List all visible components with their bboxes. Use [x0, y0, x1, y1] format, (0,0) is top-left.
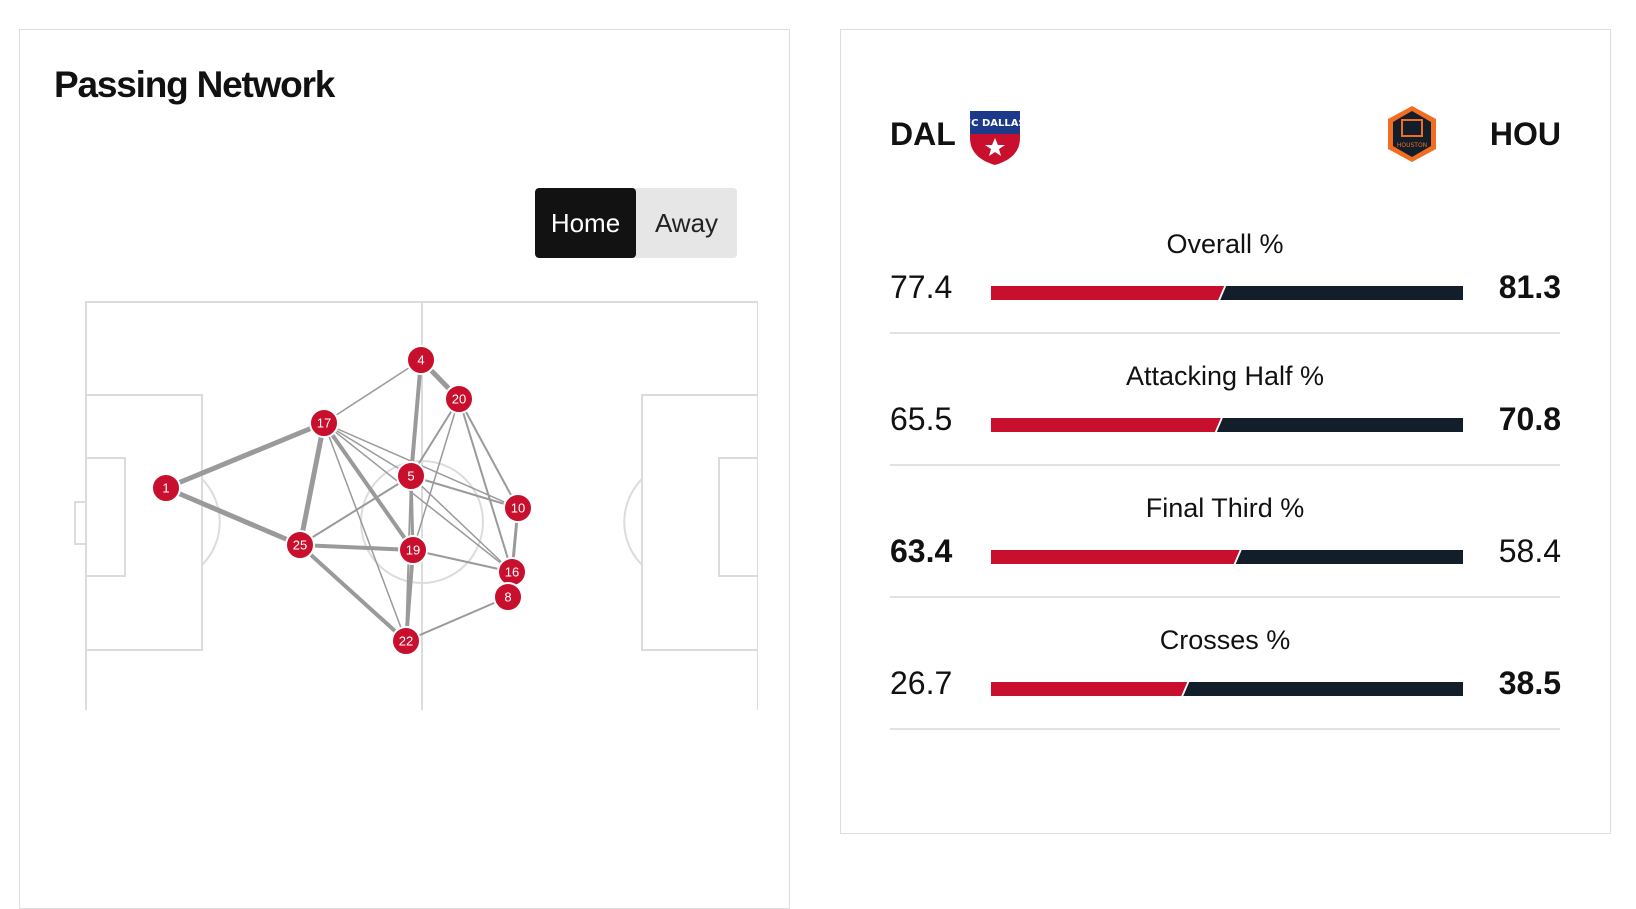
left-six-yard-box [85, 457, 126, 577]
player-number: 4 [417, 353, 424, 368]
home-stat-value: 65.5 [890, 401, 953, 437]
stat-divider [890, 332, 1560, 334]
home-stat-value: 26.7 [890, 665, 953, 701]
player-node-20[interactable]: 20 [444, 384, 474, 414]
player-node-16[interactable]: 16 [497, 557, 527, 587]
pass-edge-1-25 [165, 485, 301, 548]
pass-edge-25-22 [298, 543, 408, 643]
player-node-4[interactable]: 4 [406, 345, 436, 375]
left-goal [74, 501, 87, 545]
pass-comparison-card: DAL FC DALLAS HOUSTON HOU Overall % 77.4 8… [840, 29, 1611, 834]
stat-label: Attacking Half % [1125, 361, 1325, 391]
comparison-bar [991, 550, 1463, 564]
pass-edge-25-19 [299, 543, 414, 552]
player-number: 10 [511, 501, 525, 516]
pass-edge-17-25 [297, 422, 327, 546]
comparison-bar [991, 682, 1463, 696]
home-bar-segment [991, 550, 1240, 564]
away-stat-value: 81.3 [1498, 269, 1561, 305]
stat-divider [890, 464, 1560, 466]
stat-label: Final Third % [1145, 493, 1305, 523]
home-stat-value: 63.4 [890, 533, 953, 569]
home-bar-segment [991, 682, 1188, 696]
pass-edge-19-16 [412, 549, 513, 573]
passing-network-title: Passing Network [54, 64, 335, 105]
svg-text:HOUSTON: HOUSTON [1397, 142, 1427, 149]
left-penalty-arc [201, 478, 221, 566]
player-node-19[interactable]: 19 [398, 535, 428, 565]
right-penalty-box [641, 394, 758, 651]
left-penalty-box [85, 394, 203, 651]
pass-edge-22-8 [405, 596, 509, 642]
away-bar-segment [1220, 286, 1463, 300]
home-away-toggle: Home Away [535, 188, 737, 258]
player-number: 22 [399, 634, 413, 649]
away-team-abbr: HOU [1489, 116, 1561, 152]
svg-text:FC DALLAS: FC DALLAS [967, 118, 1023, 129]
passing-network-card: Passing Network Home Away 1 4 17 20 5 10 25 19 1… [19, 29, 790, 909]
pass-edge-17-4 [323, 359, 422, 424]
home-bar-segment [991, 418, 1221, 432]
home-bar-segment [991, 286, 1225, 300]
stat-divider [890, 728, 1560, 730]
pass-edge-17-19 [322, 421, 415, 552]
right-six-yard-box [718, 457, 758, 577]
right-penalty-arc [623, 478, 643, 566]
pass-edge-20-5 [410, 398, 460, 477]
pass-edge-20-10 [458, 398, 519, 509]
away-stat-value: 58.4 [1498, 533, 1561, 569]
player-node-25[interactable]: 25 [285, 530, 315, 560]
pass-edge-4-5 [409, 359, 423, 477]
away-stat-value: 38.5 [1498, 665, 1561, 701]
stat-label: Overall % [1166, 229, 1284, 259]
pass-edge-20-19 [412, 398, 460, 551]
pass-edges [165, 358, 520, 643]
pass-edge-5-10 [410, 475, 519, 509]
player-number: 17 [317, 416, 331, 431]
stat-label: Crosses % [1159, 625, 1291, 655]
pass-edge-17-16 [323, 422, 513, 573]
player-node-5[interactable]: 5 [396, 461, 426, 491]
away-stat-value: 70.8 [1498, 401, 1561, 437]
pass-edge-20-16 [458, 398, 513, 573]
player-number: 5 [407, 469, 414, 484]
stat-divider [890, 596, 1560, 598]
player-number: 16 [505, 565, 519, 580]
player-node-17[interactable]: 17 [309, 408, 339, 438]
away-bar-segment [1235, 550, 1463, 564]
player-number: 8 [504, 590, 511, 605]
pass-edge-19-22 [404, 549, 415, 642]
player-number: 20 [452, 392, 466, 407]
player-number: 1 [162, 481, 169, 496]
player-node-10[interactable]: 10 [503, 493, 533, 523]
player-number: 19 [406, 543, 420, 558]
away-bar-segment [1216, 418, 1463, 432]
pass-edge-1-17 [165, 420, 325, 491]
away-bar-segment [1183, 682, 1463, 696]
player-node-1[interactable]: 1 [151, 473, 181, 503]
comparison-bar [991, 286, 1463, 300]
player-node-8[interactable]: 8 [493, 582, 523, 612]
fc-dallas-logo: FC DALLAS [967, 111, 1023, 165]
pass-edge-5-16 [410, 475, 513, 573]
away-toggle-button[interactable]: Away [654, 207, 719, 238]
comparison-bar [991, 418, 1463, 432]
player-node-22[interactable]: 22 [391, 626, 421, 656]
home-stat-value: 77.4 [890, 269, 953, 305]
player-number: 25 [293, 538, 307, 553]
houston-dynamo-logo: HOUSTON [1388, 106, 1436, 162]
pass-edge-17-22 [323, 422, 407, 642]
home-toggle-button[interactable]: Home [535, 188, 636, 258]
pass-edge-5-25 [299, 475, 412, 546]
pass-edge-17-5 [323, 422, 412, 477]
home-team-abbr: DAL [890, 116, 956, 152]
